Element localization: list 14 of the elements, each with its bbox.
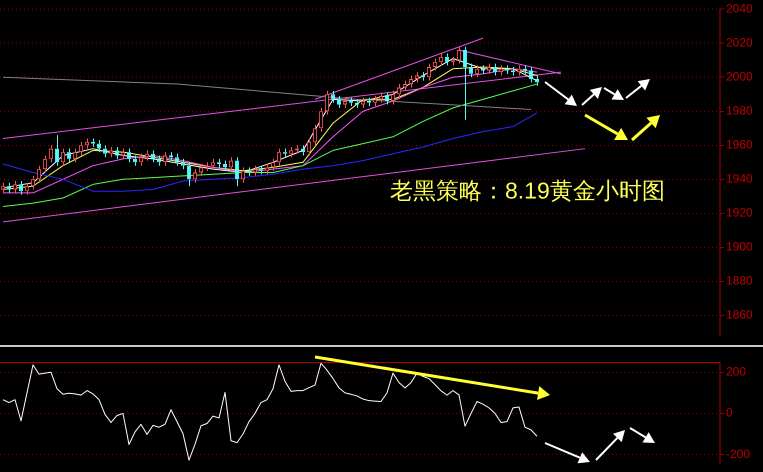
y-tick-label: 1880 (726, 274, 754, 288)
y-tick-label: 1920 (726, 206, 754, 220)
y-tick-label: 2000 (726, 70, 754, 84)
y-tick-label: 1900 (726, 240, 754, 254)
y-tick-label: 1980 (726, 104, 754, 118)
text: 老黑策略：8.19黄金小时图 (390, 177, 665, 204)
y-tick-label: 1960 (726, 138, 754, 152)
y-tick-label: 0 (726, 406, 733, 420)
y-tick-label: 1860 (726, 308, 754, 322)
y-tick-label: 200 (726, 364, 746, 379)
y-tick-label: 2040 (726, 2, 754, 16)
y-tick-label: 1940 (726, 172, 754, 186)
y-tick-label: -200 (726, 446, 750, 461)
y-tick-label: 2020 (726, 36, 754, 50)
